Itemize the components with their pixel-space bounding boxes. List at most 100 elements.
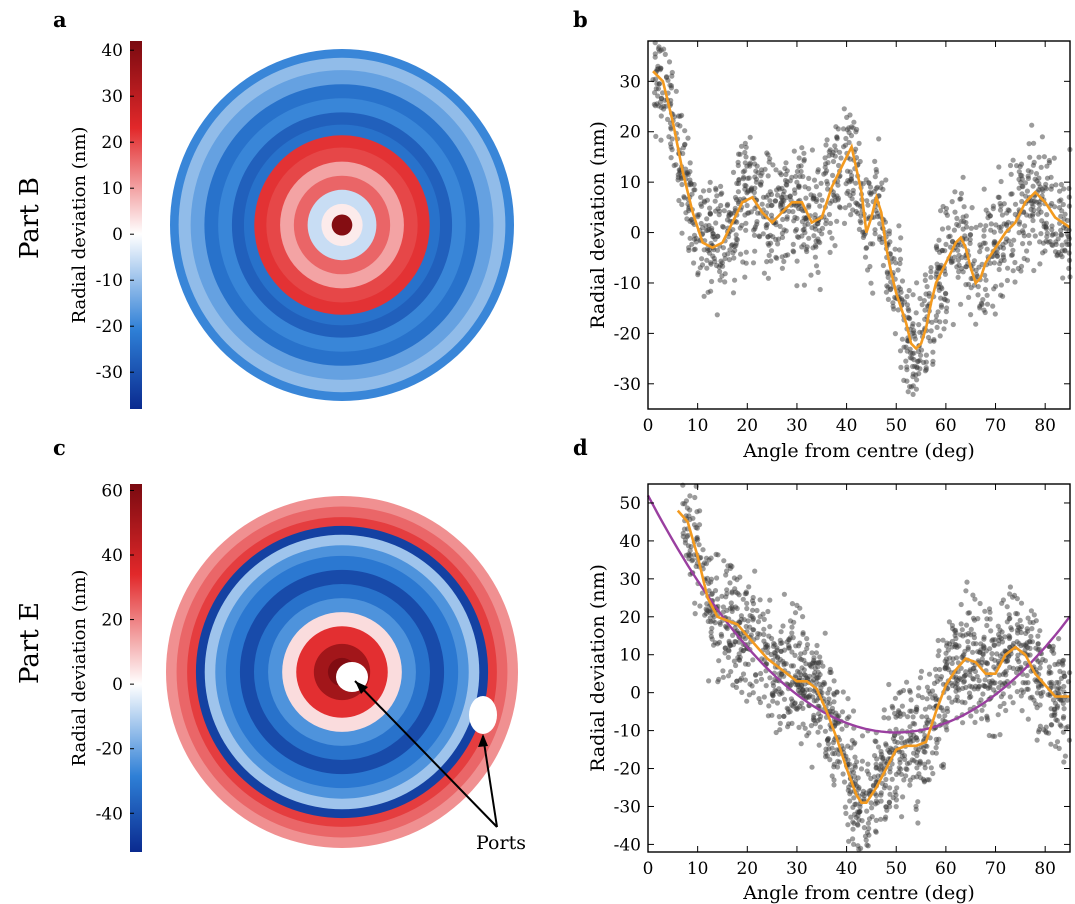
scatter-point — [887, 785, 893, 791]
scatter-point — [944, 665, 950, 671]
scatter-point — [876, 136, 882, 142]
scatter-point — [983, 277, 989, 283]
scatter-point — [845, 822, 851, 828]
scatter-point — [765, 203, 771, 209]
scatter-point — [1020, 241, 1026, 247]
scatter-point — [701, 293, 707, 299]
scatter-point — [1019, 191, 1025, 197]
scatter-point — [1003, 707, 1009, 714]
scatter-point — [756, 696, 762, 702]
scatter-point — [889, 747, 895, 753]
scatter-point — [824, 753, 830, 759]
scatter-point — [1057, 686, 1063, 692]
scatter-point — [1030, 227, 1036, 233]
scatter-point — [923, 359, 929, 365]
scatter-point — [718, 258, 724, 264]
scatter-point — [1050, 231, 1056, 237]
scatter-point — [726, 648, 732, 654]
scatter-point — [991, 642, 997, 648]
panel-letter-c: c — [53, 435, 66, 460]
scatter-point — [949, 660, 955, 667]
x-tick-label: 30 — [786, 859, 808, 879]
scatter-point — [795, 687, 802, 694]
scatter-point — [803, 215, 809, 222]
scatter-point — [817, 672, 823, 678]
scatter-point — [989, 656, 995, 662]
scatter-point — [765, 649, 771, 656]
scatter-point — [765, 234, 771, 240]
scatter-point — [982, 608, 988, 614]
scatter-point — [912, 336, 918, 342]
scatter-point — [722, 650, 728, 656]
scatter-point — [907, 689, 913, 695]
scatter-point — [986, 732, 992, 739]
scatter-point — [768, 212, 775, 218]
scatter-point — [736, 176, 742, 183]
scatter-point — [743, 249, 749, 255]
scatter-point — [997, 207, 1004, 213]
scatter-point — [915, 820, 921, 826]
scatter-point — [770, 698, 776, 704]
scatter-point — [842, 804, 849, 810]
scatter-point — [885, 296, 892, 302]
panel-d-x-ticks: 0 10 20 30 40 50 60 70 80 — [643, 484, 1056, 879]
scatter-point — [899, 336, 906, 342]
scatter-point — [854, 201, 860, 207]
scatter-point — [880, 756, 886, 762]
scatter-point — [784, 182, 790, 188]
scatter-point — [733, 662, 739, 669]
scatter-point — [1027, 619, 1033, 625]
scatter-point — [742, 160, 748, 166]
scatter-point — [847, 789, 854, 795]
scatter-point — [801, 671, 807, 678]
scatter-point — [877, 234, 883, 240]
scatter-point — [904, 302, 911, 308]
scatter-point — [850, 826, 856, 832]
scatter-point — [730, 632, 736, 639]
scatter-point — [723, 572, 729, 578]
scatter-point — [1060, 700, 1066, 707]
scatter-point — [676, 197, 682, 204]
scatter-point — [779, 234, 786, 240]
scatter-point — [1053, 182, 1059, 188]
scatter-point — [751, 227, 757, 233]
scatter-point — [842, 205, 848, 211]
panel-b-x-ticks: 0 10 20 30 40 50 60 70 80 — [643, 41, 1056, 436]
scatter-point — [745, 187, 751, 193]
scatter-point — [890, 795, 896, 801]
scatter-point — [914, 753, 920, 759]
scatter-point — [919, 694, 926, 701]
scatter-point — [968, 275, 974, 282]
scatter-point — [925, 759, 931, 765]
scatter-point — [737, 225, 743, 231]
scatter-point — [778, 629, 784, 635]
scatter-point — [721, 558, 727, 564]
scatter-point — [873, 739, 879, 745]
scatter-point — [907, 384, 913, 390]
scatter-point — [1053, 241, 1059, 247]
scatter-point — [832, 153, 838, 159]
scatter-point — [800, 721, 806, 727]
scatter-point — [889, 255, 895, 261]
scatter-point — [737, 196, 743, 202]
scatter-point — [952, 209, 958, 215]
scatter-point — [758, 173, 764, 179]
scatter-point — [747, 624, 753, 630]
scatter-point — [726, 257, 733, 263]
scatter-point — [899, 703, 906, 709]
scatter-point — [763, 683, 769, 689]
scatter-point — [981, 307, 987, 313]
y-tick-label: 0 — [630, 224, 641, 244]
scatter-point — [794, 168, 801, 175]
scatter-point — [858, 220, 864, 226]
scatter-point — [827, 229, 833, 235]
scatter-point — [662, 51, 668, 58]
scatter-point — [995, 658, 1002, 664]
scatter-point — [1041, 154, 1047, 160]
colorbar-tick-label: -30 — [96, 363, 123, 383]
scatter-point — [809, 147, 816, 153]
scatter-point — [983, 207, 989, 213]
scatter-point — [869, 814, 875, 820]
scatter-point — [898, 364, 904, 370]
scatter-point — [875, 214, 881, 220]
